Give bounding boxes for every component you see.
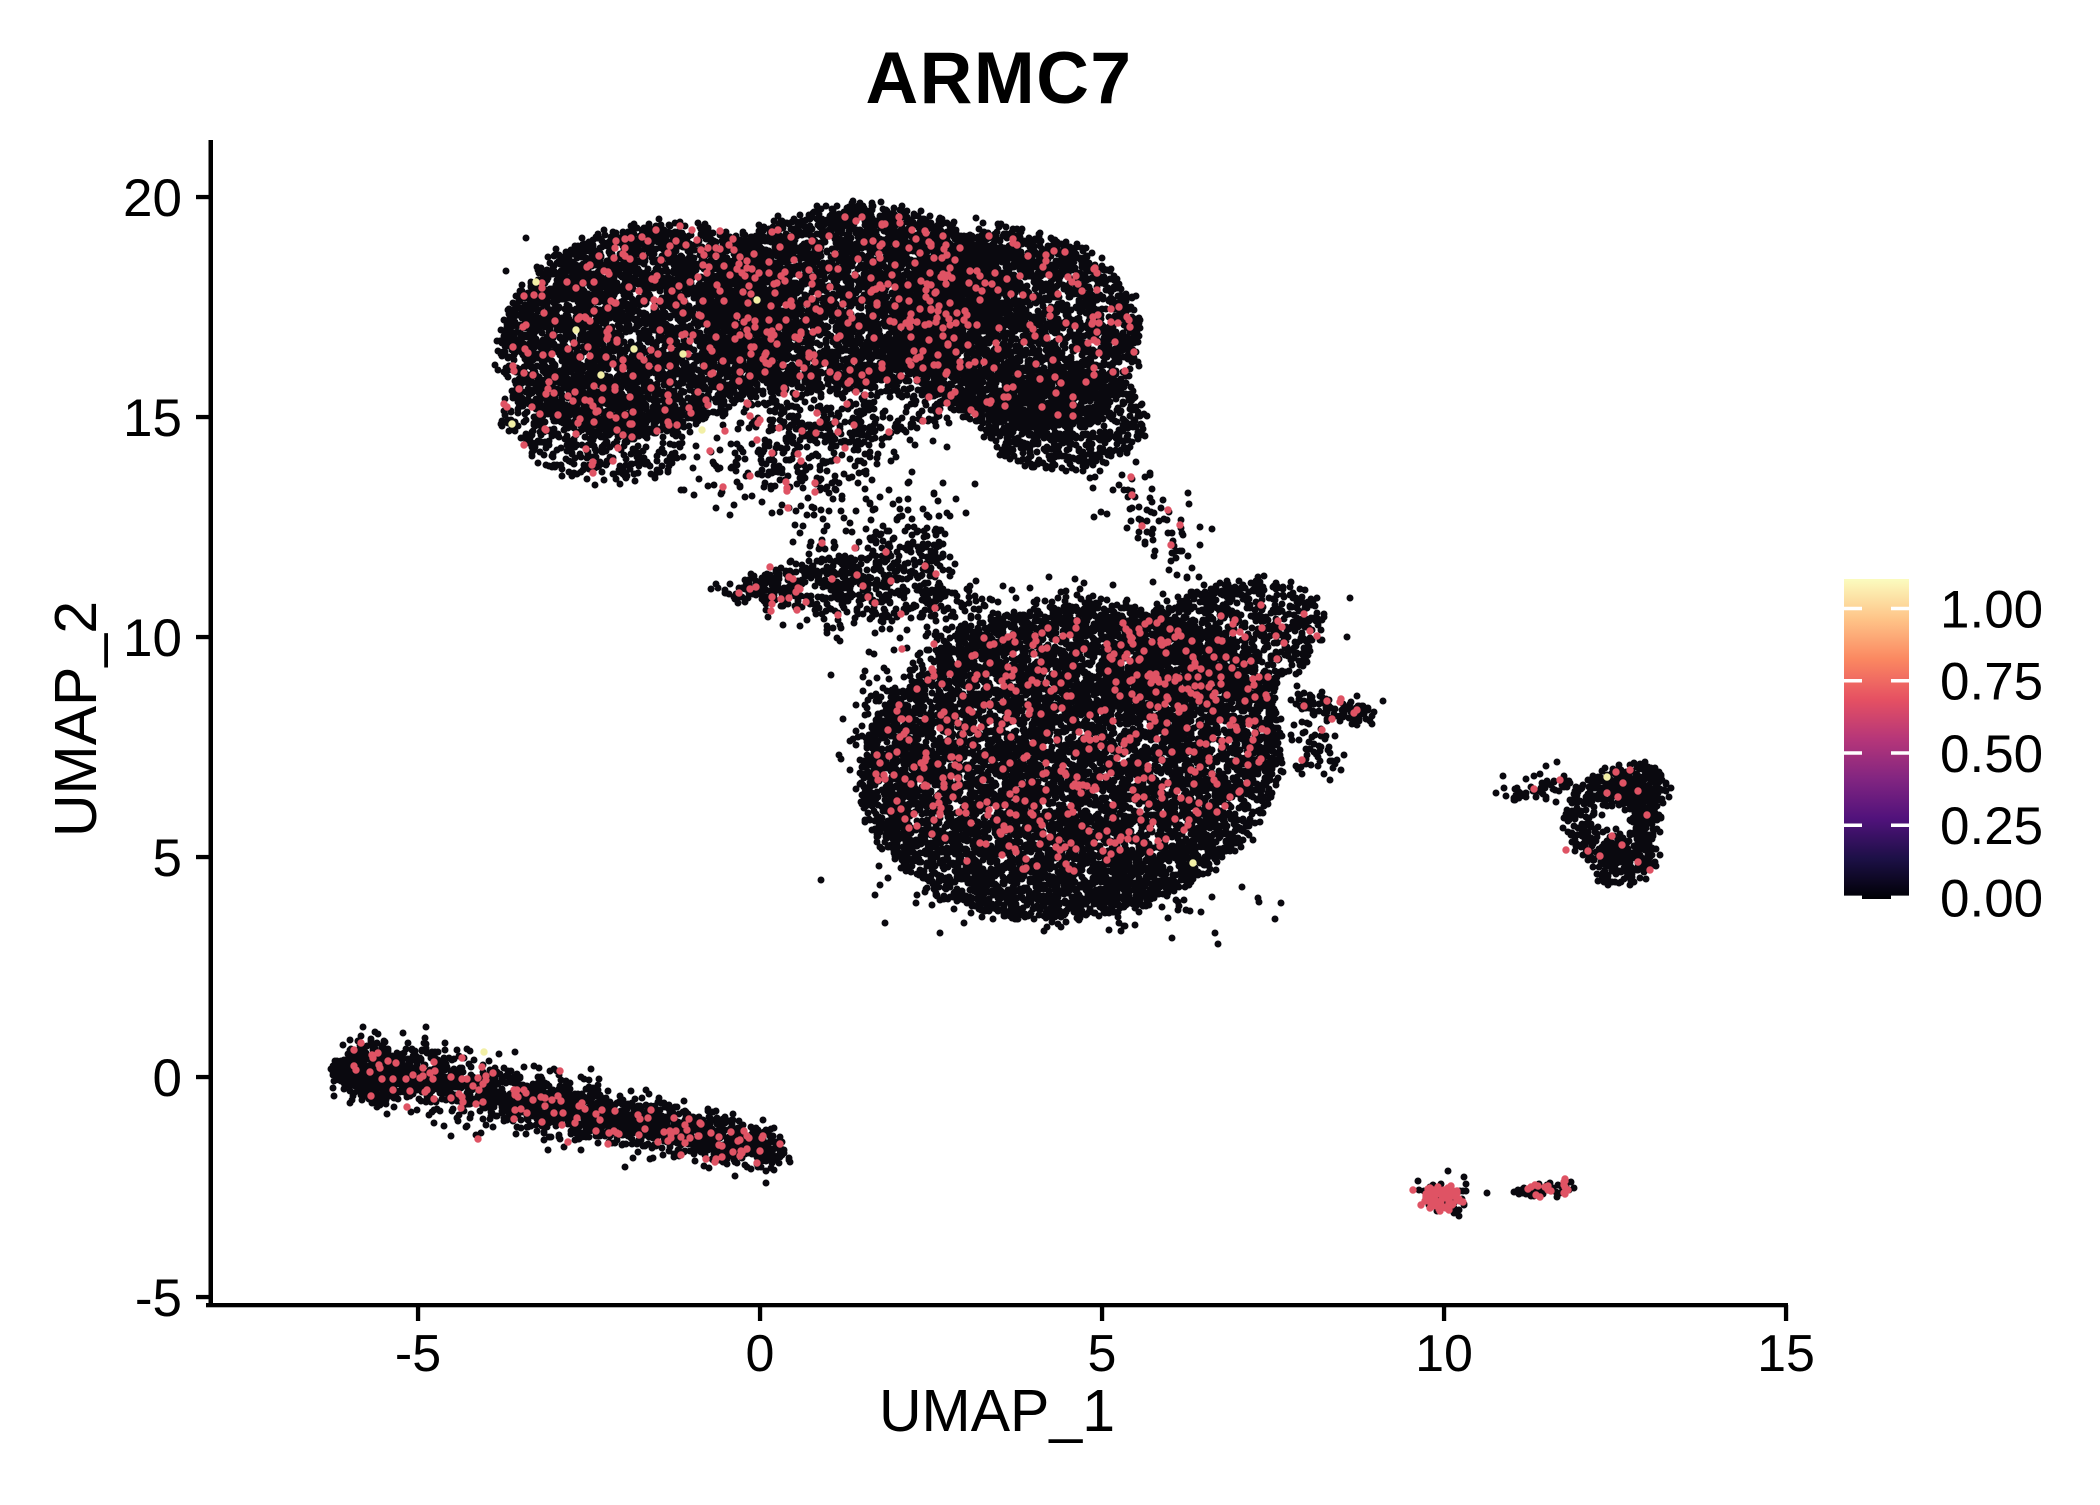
svg-text:10: 10 <box>123 609 182 668</box>
svg-text:UMAP_1: UMAP_1 <box>879 1378 1115 1444</box>
svg-text:5: 5 <box>153 829 182 888</box>
svg-text:0.50: 0.50 <box>1940 725 2043 784</box>
svg-text:15: 15 <box>1757 1325 1815 1383</box>
svg-text:0: 0 <box>746 1325 775 1383</box>
svg-text:UMAP_2: UMAP_2 <box>43 601 109 837</box>
svg-text:-5: -5 <box>395 1325 441 1383</box>
svg-text:0.00: 0.00 <box>1940 869 2043 928</box>
svg-text:0.25: 0.25 <box>1940 797 2043 856</box>
svg-text:-5: -5 <box>135 1269 182 1328</box>
svg-text:10: 10 <box>1415 1325 1473 1383</box>
svg-text:15: 15 <box>123 389 182 448</box>
svg-text:0.75: 0.75 <box>1940 653 2043 712</box>
svg-text:20: 20 <box>123 169 182 228</box>
svg-text:ARMC7: ARMC7 <box>865 38 1132 119</box>
svg-text:0: 0 <box>153 1049 182 1108</box>
svg-text:1.00: 1.00 <box>1940 581 2043 640</box>
svg-text:5: 5 <box>1088 1325 1117 1383</box>
